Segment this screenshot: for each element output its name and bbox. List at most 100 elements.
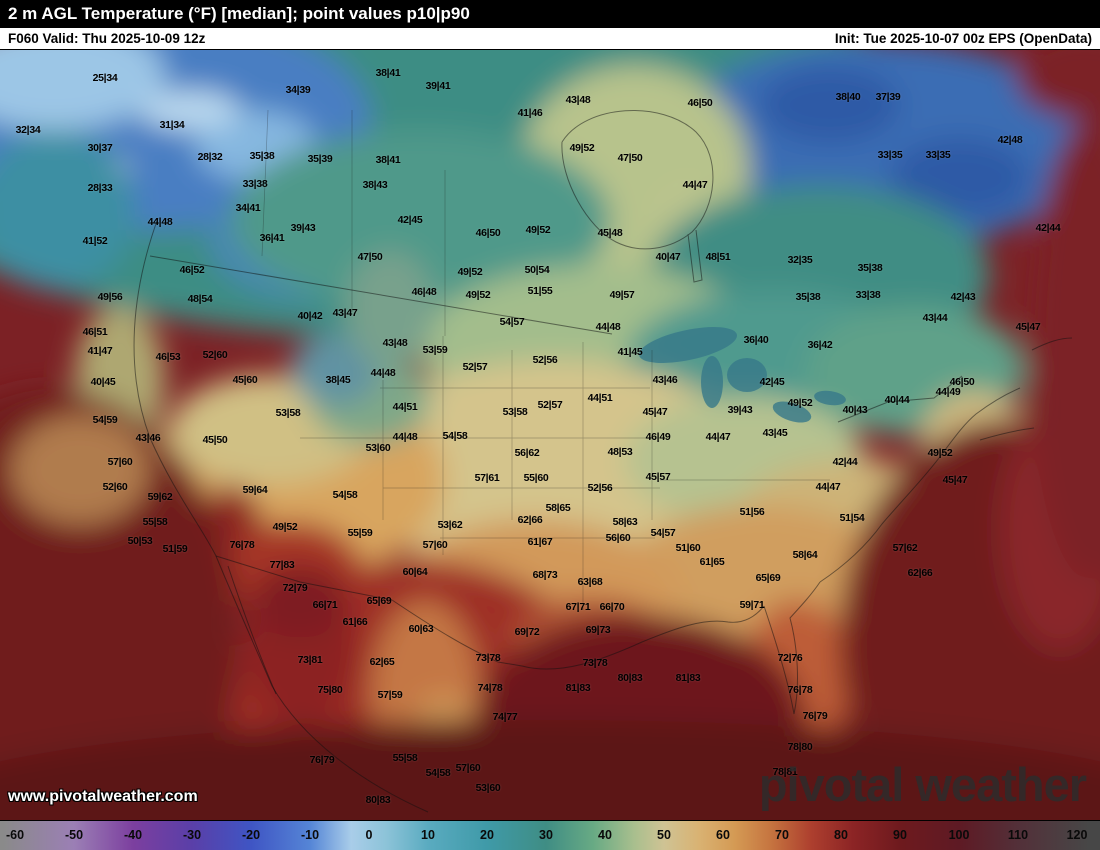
colorbar-tick-label: 40 [598,828,612,842]
point-value: 49|52 [569,142,595,154]
point-value: 47|50 [617,152,643,164]
point-value: 57|61 [474,472,500,484]
point-value: 60|63 [408,623,434,635]
point-value: 31|34 [159,119,185,131]
point-value: 42|48 [997,134,1023,146]
point-value: 38|43 [362,179,388,191]
point-value: 45|50 [202,434,228,446]
point-value: 61|65 [699,556,725,568]
point-value: 76|78 [229,539,255,551]
point-value: 50|54 [524,264,550,276]
point-value: 49|57 [609,289,635,301]
point-value: 49|52 [465,289,491,301]
colorbar-tick-label: 20 [480,828,494,842]
point-value: 54|58 [442,430,468,442]
point-value: 49|56 [97,291,123,303]
point-value: 32|34 [15,124,41,136]
brand-logo: pivotal weather [758,758,1087,811]
point-value: 55|60 [523,472,549,484]
title-bar: 2 m AGL Temperature (°F) [median]; point… [0,0,1100,28]
point-value: 49|52 [787,397,813,409]
point-value: 39|41 [425,80,451,92]
point-value: 39|43 [290,222,316,234]
point-value: 66|70 [599,601,625,613]
point-value: 44|48 [392,431,418,443]
point-value: 54|58 [425,767,451,779]
point-value: 44|48 [595,321,621,333]
point-value: 59|71 [739,599,765,611]
point-value: 41|46 [517,107,543,119]
point-value: 42|45 [759,376,785,388]
point-value: 46|53 [155,351,181,363]
point-value: 74|78 [477,682,503,694]
point-value: 44|49 [935,386,961,398]
point-value: 51|60 [675,542,701,554]
point-value: 40|42 [297,310,323,322]
point-value: 38|40 [835,91,861,103]
point-value: 40|47 [655,251,681,263]
point-value: 43|46 [135,432,161,444]
colorbar-tick-label: -20 [241,828,261,842]
point-value: 73|78 [475,652,501,664]
colorbar-tick-label: 100 [948,828,970,842]
point-value: 80|83 [365,794,391,806]
point-value: 55|58 [142,516,168,528]
point-value: 45|48 [597,227,623,239]
point-value: 54|59 [92,414,118,426]
point-value: 60|64 [402,566,428,578]
point-value: 69|72 [514,626,540,638]
point-value: 30|37 [87,142,113,154]
point-value: 51|55 [527,285,553,297]
point-value: 48|54 [187,293,213,305]
point-value: 57|60 [107,456,133,468]
colorbar-tick-label: 10 [421,828,435,842]
point-value: 62|66 [517,514,543,526]
point-value: 81|83 [565,682,591,694]
point-value: 49|52 [927,447,953,459]
point-value: 35|38 [857,262,883,274]
point-value: 43|48 [382,337,408,349]
point-value: 52|56 [587,482,613,494]
point-value: 62|66 [907,567,933,579]
point-value: 58|63 [612,516,638,528]
point-value: 45|47 [642,406,668,418]
point-value: 74|77 [492,711,518,723]
point-value: 53|62 [437,519,463,531]
valid-time-text: F060 Valid: Thu 2025-10-09 12z [8,31,206,46]
point-value: 80|83 [617,672,643,684]
point-value: 33|35 [877,149,903,161]
point-value: 36|42 [807,339,833,351]
colorbar-tick-label: 110 [1007,828,1029,842]
colorbar-tick-label: -10 [300,828,320,842]
point-value: 44|51 [392,401,418,413]
point-value: 34|41 [235,202,261,214]
point-values-layer: 25|34 34|39 38|41 39|41 43|48 46|50 38|40 37|39… [0,50,1100,820]
point-value: 63|68 [577,576,603,588]
point-value: 35|38 [795,291,821,303]
point-value: 55|59 [347,527,373,539]
sub-header-bar: F060 Valid: Thu 2025-10-09 12z Init: Tue… [0,28,1100,50]
point-value: 53|60 [475,782,501,794]
point-value: 40|45 [90,376,116,388]
point-value: 42|44 [1035,222,1061,234]
temperature-field-svg [0,50,1100,820]
temperature-shading [0,50,1100,820]
point-value: 41|47 [87,345,113,357]
point-value: 65|69 [366,595,392,607]
point-value: 72|79 [282,582,308,594]
point-value: 52|57 [462,361,488,373]
point-value: 52|60 [202,349,228,361]
point-value: 42|44 [832,456,858,468]
colorbar-tick-label: -30 [182,828,202,842]
point-value: 56|62 [514,447,540,459]
point-value: 59|64 [242,484,268,496]
point-value: 49|52 [457,266,483,278]
point-value: 25|34 [92,72,118,84]
point-value: 40|43 [842,404,868,416]
point-value: 43|47 [332,307,358,319]
point-value: 52|57 [537,399,563,411]
point-value: 43|46 [652,374,678,386]
point-value: 41|52 [82,235,108,247]
point-value: 35|38 [249,150,275,162]
point-value: 57|60 [455,762,481,774]
